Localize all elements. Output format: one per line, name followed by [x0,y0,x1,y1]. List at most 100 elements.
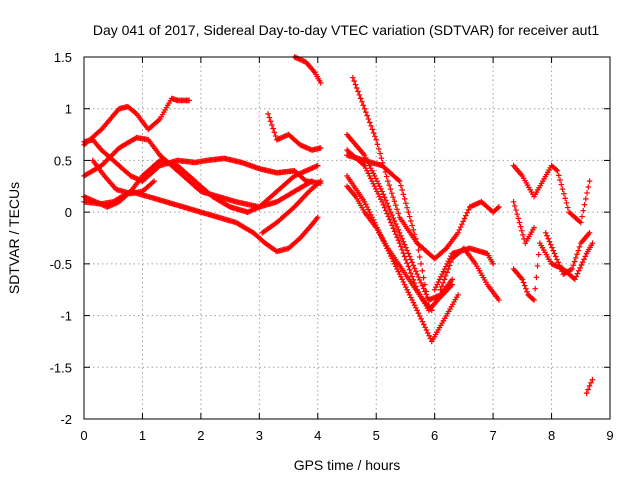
data-point [379,199,385,205]
data-point [413,268,419,275]
data-point [378,186,384,192]
data-point [532,285,538,292]
data-point [404,204,410,211]
data-point [418,280,424,286]
data-point [401,281,408,288]
data-point [104,156,111,163]
data-point [514,211,520,218]
data-point [415,310,422,317]
data-point [369,167,375,174]
data-point [357,95,364,102]
data-point [582,253,589,260]
data-point [449,281,455,288]
data-point [380,201,387,208]
data-point [364,112,370,119]
data-point [419,282,426,289]
data-point [579,213,585,220]
data-point [355,88,361,95]
data-point [400,250,407,256]
data-point [406,292,413,298]
data-point [267,118,274,125]
data-point [547,241,554,248]
data-point [103,157,110,164]
data-point [555,259,562,266]
x-tick-label: 2 [197,428,204,443]
data-point [533,274,540,281]
data-point [581,201,588,208]
data-point [395,177,402,183]
data-point [464,209,470,216]
data-point [554,256,560,263]
data-point [555,172,562,179]
series-arc-18 [510,162,593,226]
series-arc-20 [510,240,596,303]
x-tick-label: 8 [548,428,555,443]
series-arc-13 [344,152,432,309]
data-point [374,178,380,184]
data-point [307,179,314,185]
data-point [367,165,374,171]
data-point [585,184,592,190]
data-point [436,276,443,283]
data-point [564,204,571,211]
chart-title: Day 041 of 2017, Sidereal Day-to-day VTE… [93,22,600,38]
data-point [448,253,454,259]
data-point [317,178,324,184]
y-axis-label: SDTVAR / TECUs [6,182,22,294]
data-point [577,265,583,271]
x-tick-label: 4 [314,428,321,443]
data-point [385,178,391,184]
data-point [398,182,404,189]
y-tick-label: -1 [60,309,72,324]
data-point [382,169,389,175]
data-point [569,266,575,272]
data-point [513,207,519,213]
data-point [554,167,561,174]
x-tick-label: 0 [80,428,87,443]
data-point [106,155,112,161]
data-point [442,273,449,279]
data-point [271,129,278,136]
data-point [440,280,446,286]
data-point [521,282,528,289]
data-point [351,78,357,84]
data-points [81,54,596,396]
data-point [549,244,555,251]
series-arc-2 [81,136,324,186]
data-point [410,299,417,306]
data-point [441,266,448,272]
data-point [510,199,517,205]
x-tick-label: 6 [431,428,438,443]
data-point [414,307,420,314]
data-point [422,281,428,288]
data-point [395,210,402,217]
data-point [405,263,412,270]
data-point [544,232,550,239]
data-point [361,152,368,159]
data-point [107,154,114,160]
data-point [558,181,565,188]
data-point [551,250,558,257]
series-arc-9 [291,54,324,86]
data-point [580,207,587,214]
x-tick-label: 3 [256,428,263,443]
data-point [390,215,397,221]
data-point [444,269,450,276]
data-point [399,276,405,283]
data-point [113,147,120,154]
data-point [398,232,404,239]
data-point [440,268,447,275]
data-point [395,268,402,275]
data-point [383,197,389,204]
data-point [398,273,404,280]
data-point [386,216,393,223]
data-point [396,230,403,236]
data-point [561,190,567,197]
data-point [461,215,468,222]
data-point [369,178,375,184]
data-point [373,186,379,192]
data-point [392,202,399,209]
data-point [572,276,578,283]
data-point [350,74,356,81]
y-tick-label: -2 [60,412,72,427]
